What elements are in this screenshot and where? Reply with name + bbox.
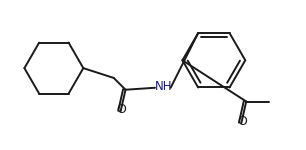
Text: NH: NH: [155, 80, 173, 93]
Text: O: O: [117, 103, 126, 116]
Text: O: O: [237, 115, 247, 128]
